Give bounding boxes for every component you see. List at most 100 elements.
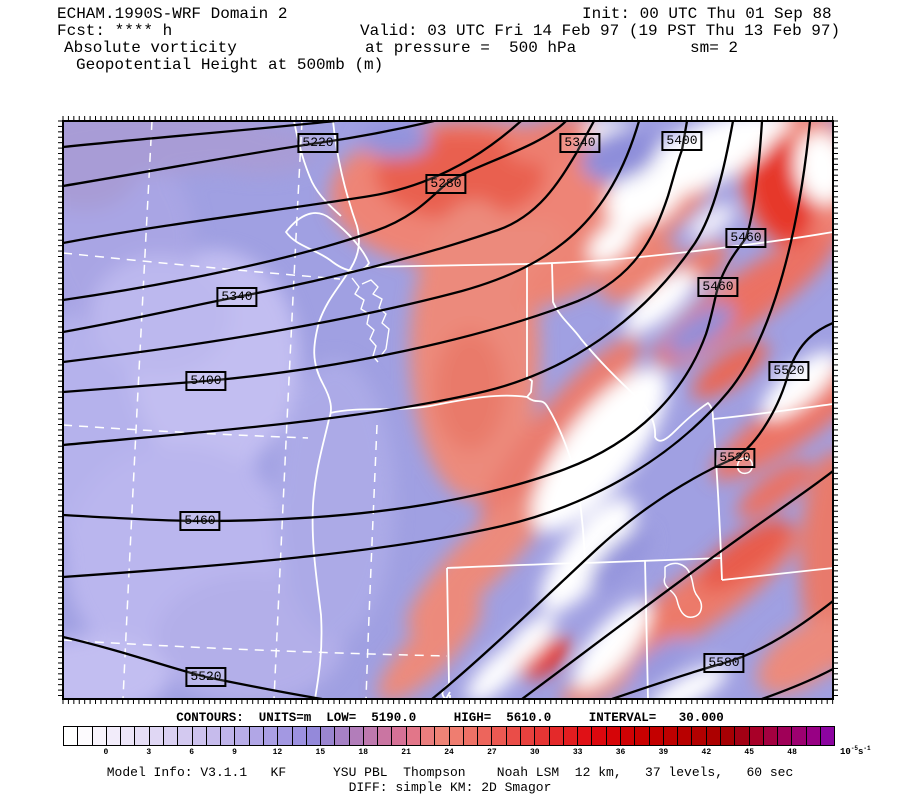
geography-borders (285, 121, 833, 699)
map-frame (62, 120, 834, 700)
yellowstone-lake (736, 457, 754, 475)
canada-border (365, 231, 833, 268)
nv-ut-border (644, 559, 649, 699)
vorticity-field (63, 121, 833, 699)
contour-label: 5340 (559, 133, 601, 153)
colorbar-cell (91, 727, 106, 745)
colorbar-tick: 0 (103, 748, 109, 757)
contour-label: 5460 (725, 228, 767, 248)
colorbar-cell (748, 727, 763, 745)
colorbar-cell (491, 727, 506, 745)
colorbar-cell (120, 727, 135, 745)
colorbar-cell (791, 727, 806, 745)
field-name: Absolute vorticity (64, 39, 237, 57)
wy-ut-border (721, 567, 833, 581)
colorbar-cell (405, 727, 421, 745)
init-time: Init: 00 UTC Thu 01 Sep 88 (582, 5, 832, 23)
model-info: Model Info: V3.1.1 KF YSU PBL Thompson N… (106, 765, 794, 780)
colorbar-cell (348, 727, 363, 745)
colorbar-tick: 21 (401, 748, 411, 757)
puget-sound-2 (361, 279, 390, 358)
colorbar-cell (362, 727, 378, 745)
colorbar-cell (148, 727, 163, 745)
colorbar-tick: 15 (315, 748, 326, 757)
colorbar-cell (548, 727, 563, 745)
contour-label: 5400 (185, 371, 227, 391)
colorbar-cell (320, 727, 335, 745)
colorbar-cell (719, 727, 735, 745)
colorbar-cell (334, 727, 349, 745)
vorticity-colorbar (63, 726, 835, 746)
contour-label: 5520 (185, 667, 227, 687)
colorbar-cell (277, 727, 292, 745)
colorbar-cell (162, 727, 178, 745)
colorbar-tick-labels: 0 3 6 9 12 15 18 21 24 27 30 33 36 39 42 45 48 (63, 748, 835, 758)
colorbar-cell (391, 727, 406, 745)
or-id-border (526, 396, 586, 564)
colorbar-cell (305, 727, 321, 745)
colorbar-cell (177, 727, 192, 745)
colorbar-cell (448, 727, 463, 745)
great-salt-lake (663, 562, 703, 618)
vancouver-island (285, 212, 370, 272)
colorbar-cell (734, 727, 749, 745)
colorbar-cell (248, 727, 263, 745)
colorbar-cell (762, 727, 778, 745)
colorbar-cell (105, 727, 121, 745)
colorbar-cell (420, 727, 435, 745)
colorbar-cell (777, 727, 792, 745)
colorbar-cell (520, 727, 535, 745)
colorbar-cell (619, 727, 635, 745)
colorbar-cell (534, 727, 549, 745)
id-mt-border (551, 263, 714, 442)
colorbar-cell (220, 727, 235, 745)
colorbar-tick: 6 (189, 748, 195, 757)
puget-sound (351, 277, 379, 363)
colorbar-cell (691, 727, 706, 745)
colorbar-cell (477, 727, 492, 745)
colorbar-cell (462, 727, 478, 745)
colorbar-cell (205, 727, 221, 745)
map-ticks (58, 116, 838, 704)
colorbar-cell (77, 727, 92, 745)
contour-label: 5520 (768, 361, 810, 381)
contour-label: 5520 (714, 448, 756, 468)
colorbar-cell (605, 727, 620, 745)
colorbar-cell (819, 727, 835, 745)
forecast-hour: Fcst: **** h (57, 22, 173, 40)
height-contours (63, 121, 833, 699)
colorbar-cell (591, 727, 606, 745)
colorbar-tick: 36 (615, 748, 626, 757)
colorbar-tick: 24 (444, 748, 454, 757)
model-title: ECHAM.1990S-WRF Domain 2 (57, 5, 288, 23)
wa-id-border (526, 264, 533, 398)
wy-west-border (712, 418, 723, 581)
graticule (63, 121, 448, 699)
wa-or-border (329, 394, 528, 414)
colorbar-cell (134, 727, 149, 745)
colorbar-cell (677, 727, 692, 745)
colorbar-unit-label: 10-5s-1 (840, 745, 871, 757)
colorbar-cell (805, 727, 820, 745)
colorbar-cell (705, 727, 720, 745)
colorbar-cell (377, 727, 392, 745)
colorbar-tick: 42 (701, 748, 712, 757)
colorbar-cell (191, 727, 206, 745)
colorbar-cell (262, 727, 278, 745)
southern-border (446, 557, 723, 569)
colorbar-tick: 18 (358, 748, 369, 757)
contour-label: 5460 (697, 277, 739, 297)
colorbar-tick: 45 (744, 748, 755, 757)
colorbar-tick: 39 (658, 748, 669, 757)
contour-label: 5280 (425, 174, 467, 194)
smoothing-info: sm= 2 (690, 39, 739, 57)
colorbar-tick: 9 (232, 748, 237, 757)
colorbar-tick: 48 (787, 748, 797, 757)
contour-label: 5400 (661, 131, 703, 151)
colorbar-cell (505, 727, 520, 745)
colorbar-cell (634, 727, 649, 745)
colorbar-cell (291, 727, 306, 745)
colorbar-tick: 27 (487, 748, 497, 757)
colorbar-cell (234, 727, 249, 745)
